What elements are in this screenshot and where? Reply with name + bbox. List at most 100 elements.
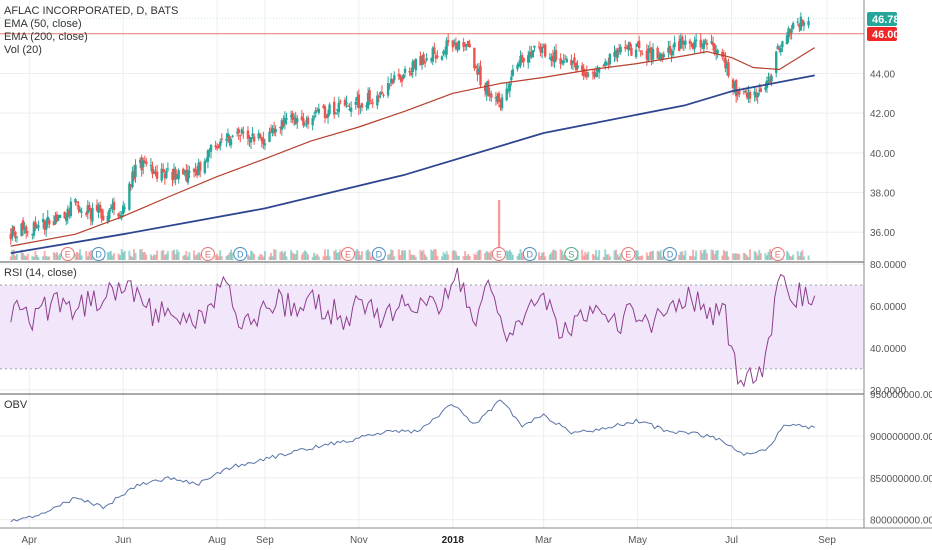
volume-bar <box>117 253 120 260</box>
candle-body <box>142 160 145 168</box>
candle-body <box>271 127 274 134</box>
candle-body <box>371 102 374 104</box>
volume-legend[interactable]: Vol (20) <box>4 44 42 56</box>
volume-bar <box>582 255 585 260</box>
obv-legend[interactable]: OBV <box>4 399 28 411</box>
candle-body <box>117 213 120 217</box>
volume-bar <box>42 256 45 260</box>
volume-bar <box>400 250 403 260</box>
volume-bar <box>314 255 317 260</box>
candle-body <box>570 59 573 66</box>
candle-body <box>123 207 126 209</box>
candle-body <box>560 61 564 64</box>
x-tick-label: Apr <box>21 535 37 546</box>
volume-bar <box>692 249 695 260</box>
candle-body <box>109 207 113 209</box>
volume-bar <box>479 249 482 260</box>
volume-bar <box>484 253 487 260</box>
candle-body <box>32 222 36 236</box>
volume-bar <box>688 255 691 260</box>
volume-bar <box>59 253 62 260</box>
candle-body <box>269 129 273 131</box>
volume-bar <box>447 254 450 260</box>
candle-body <box>174 169 177 180</box>
volume-bar <box>650 251 653 260</box>
candle-body <box>280 120 284 130</box>
volume-bar <box>682 255 685 260</box>
candle-body <box>138 160 142 163</box>
candle-body <box>668 45 672 54</box>
candle-body <box>681 36 684 43</box>
candle-body <box>430 58 433 61</box>
volume-bar <box>596 256 599 260</box>
candle-body <box>274 129 277 133</box>
candle-body <box>466 40 470 45</box>
volume-bar <box>453 250 456 260</box>
candle-body <box>279 126 282 128</box>
rsi-tick-label: 40.0000 <box>870 344 907 355</box>
ema200-legend[interactable]: EMA (200, close) <box>4 31 88 43</box>
candle-body <box>80 211 83 213</box>
candle-body <box>132 170 136 179</box>
candle-body <box>294 117 297 125</box>
candle-body <box>171 171 174 180</box>
candle-body <box>710 41 713 44</box>
candle-body <box>694 39 698 42</box>
volume-bar <box>581 249 584 260</box>
volume-bar <box>462 256 465 260</box>
volume-bar <box>410 254 413 260</box>
candle-body <box>100 208 103 219</box>
candle-body <box>272 128 276 134</box>
candle-body <box>393 75 396 81</box>
candle-body <box>145 161 148 165</box>
event-marker <box>371 247 386 261</box>
volume-bar <box>23 255 26 260</box>
volume-bar <box>11 249 14 260</box>
candle-body <box>517 63 521 67</box>
candle-body <box>183 171 187 173</box>
candle-body <box>767 77 770 79</box>
candle-body <box>634 49 638 58</box>
candle-body <box>733 82 736 89</box>
candle-body <box>779 48 783 52</box>
volume-bar <box>745 255 748 260</box>
volume-bar <box>585 253 588 260</box>
volume-bar <box>139 249 142 260</box>
volume-bar <box>473 253 476 260</box>
event-label: D <box>95 250 102 260</box>
candle-body <box>657 57 661 59</box>
candle-body <box>365 105 368 107</box>
candle-body <box>155 171 159 179</box>
volume-bar <box>279 252 282 260</box>
event-marker <box>522 247 537 261</box>
candle-body <box>463 44 467 46</box>
volume-bar <box>712 250 715 260</box>
volume-bar <box>14 255 17 260</box>
candle-body <box>172 168 176 178</box>
candle-body <box>736 91 739 95</box>
x-tick-label: 2018 <box>442 535 465 546</box>
volume-bar <box>678 254 681 260</box>
candle-body <box>323 106 327 118</box>
volume-bar <box>445 251 448 260</box>
candle-body <box>584 73 587 75</box>
volume-bar <box>584 251 587 260</box>
candle-body <box>440 56 444 60</box>
volume-bar <box>296 250 299 260</box>
volume-bar <box>444 254 447 260</box>
candle-body <box>85 213 88 215</box>
rsi-legend[interactable]: RSI (14, close) <box>4 267 77 279</box>
event-marker <box>770 247 785 261</box>
volume-bar <box>710 249 713 260</box>
candle-body <box>314 110 317 114</box>
candle-body <box>744 91 747 93</box>
candle-body <box>431 48 434 62</box>
chart-title[interactable]: AFLAC INCORPORATED, D, BATS <box>4 5 178 17</box>
candle-body <box>131 171 134 188</box>
candle-body <box>91 207 94 222</box>
candle-body <box>490 93 493 98</box>
volume-bar <box>91 256 94 260</box>
candle-body <box>487 80 490 96</box>
ema50-legend[interactable]: EMA (50, close) <box>4 18 82 30</box>
volume-bar <box>263 251 266 260</box>
